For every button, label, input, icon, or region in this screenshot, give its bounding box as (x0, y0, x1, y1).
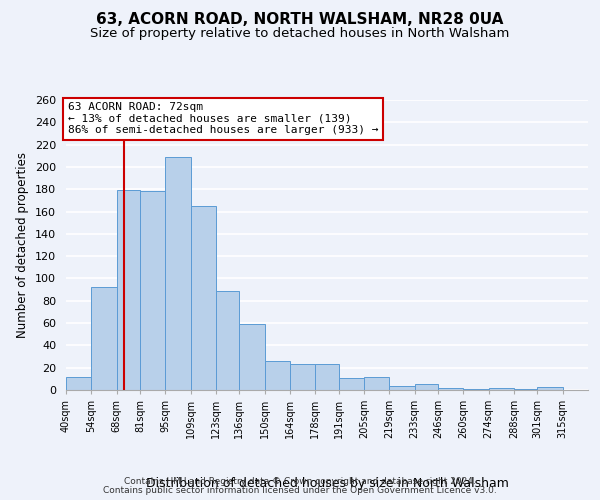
Bar (116, 190, 140, 390)
Bar (290, 364, 315, 390)
Bar (364, 376, 389, 390)
Bar (463, 389, 488, 390)
Y-axis label: Number of detached properties: Number of detached properties (16, 152, 29, 338)
X-axis label: Distribution of detached houses by size in North Walsham: Distribution of detached houses by size … (146, 478, 508, 490)
Text: Contains HM Land Registry data © Crown copyright and database right 2024.: Contains HM Land Registry data © Crown c… (124, 477, 476, 486)
Bar (339, 378, 364, 390)
Bar (389, 386, 415, 390)
Text: 63 ACORN ROAD: 72sqm
← 13% of detached houses are smaller (139)
86% of semi-deta: 63 ACORN ROAD: 72sqm ← 13% of detached h… (68, 102, 379, 136)
Bar (191, 206, 216, 390)
Bar (438, 388, 463, 390)
Bar (239, 324, 265, 390)
Bar (415, 384, 438, 390)
Text: Contains public sector information licensed under the Open Government Licence v3: Contains public sector information licen… (103, 486, 497, 495)
Bar (265, 361, 290, 390)
Bar (315, 364, 339, 390)
Bar (91, 288, 116, 390)
Bar (140, 192, 166, 390)
Bar (514, 389, 538, 390)
Bar (216, 290, 239, 390)
Bar (166, 157, 191, 390)
Bar (66, 376, 91, 390)
Bar (488, 388, 514, 390)
Text: 63, ACORN ROAD, NORTH WALSHAM, NR28 0UA: 63, ACORN ROAD, NORTH WALSHAM, NR28 0UA (97, 12, 503, 28)
Bar (538, 386, 563, 390)
Text: Size of property relative to detached houses in North Walsham: Size of property relative to detached ho… (91, 28, 509, 40)
